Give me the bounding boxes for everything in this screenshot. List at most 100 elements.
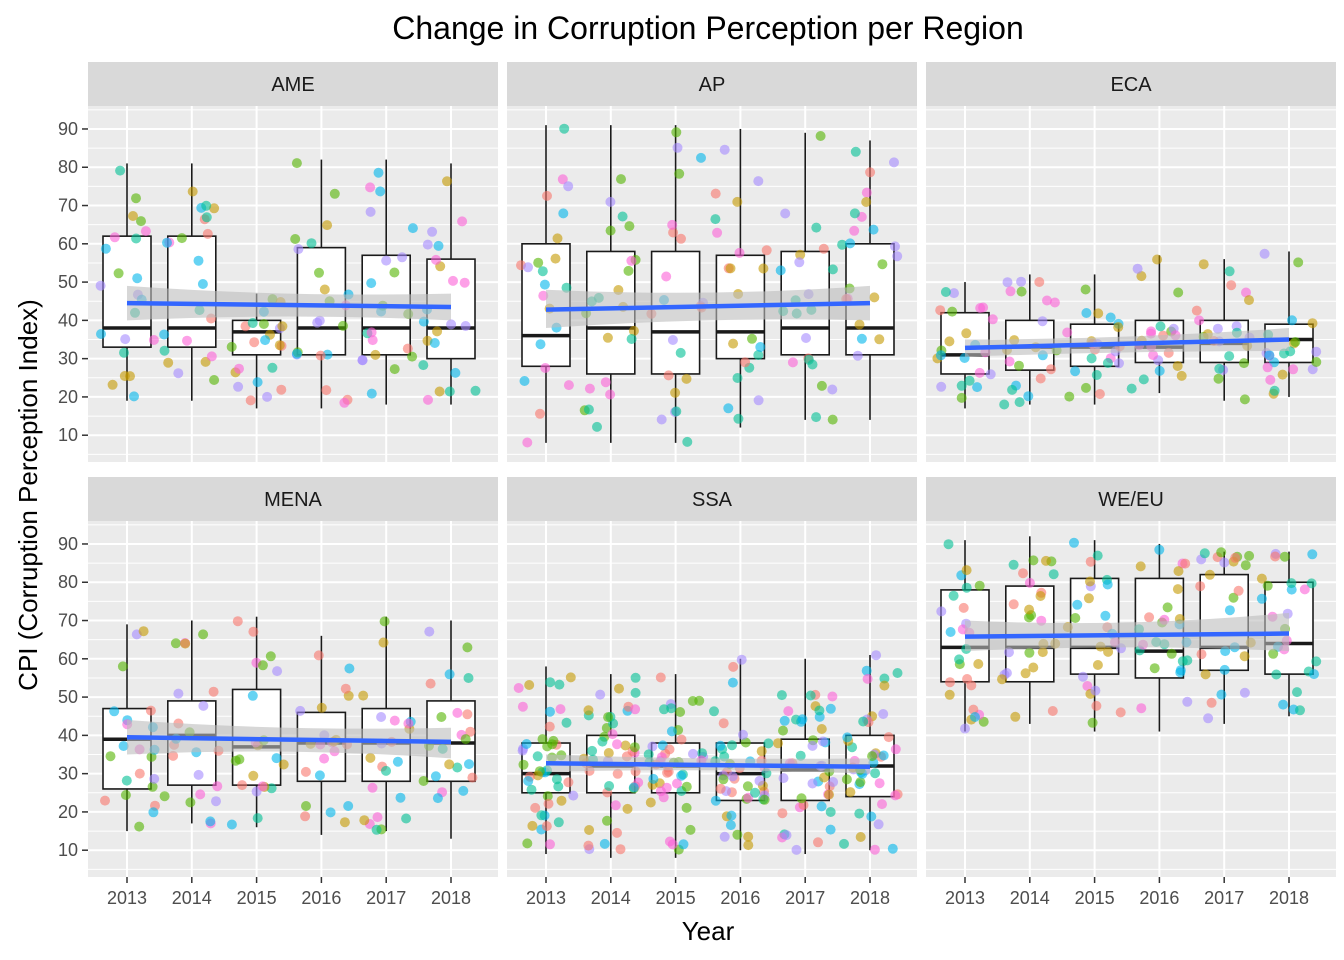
data-point	[1086, 353, 1097, 364]
data-point	[470, 385, 481, 396]
data-point	[602, 815, 612, 826]
x-tick-label: 2014	[172, 888, 212, 908]
data-point	[401, 813, 412, 824]
data-point	[1265, 374, 1276, 385]
data-point	[783, 706, 794, 717]
data-point	[715, 783, 726, 794]
data-point	[740, 357, 751, 368]
data-point	[430, 771, 441, 782]
data-point	[1239, 687, 1250, 698]
data-point	[655, 672, 666, 683]
data-point	[1105, 312, 1116, 323]
data-point	[1100, 610, 1111, 621]
data-point	[1216, 547, 1227, 558]
data-point	[868, 224, 879, 235]
data-point	[780, 208, 791, 219]
x-tick-label: 2017	[1204, 888, 1244, 908]
data-point	[1083, 593, 1094, 604]
data-point	[422, 239, 433, 250]
data-point	[970, 712, 980, 722]
data-point	[536, 810, 547, 821]
data-point	[95, 280, 106, 291]
data-point	[1270, 551, 1281, 562]
data-point	[816, 801, 827, 812]
data-point	[825, 703, 836, 714]
data-point	[1241, 287, 1251, 298]
data-point	[1198, 259, 1209, 270]
data-point	[460, 321, 471, 331]
data-point	[338, 320, 348, 331]
data-point	[1311, 357, 1322, 367]
data-point	[778, 725, 788, 736]
data-point	[1206, 697, 1217, 708]
data-point	[260, 335, 271, 346]
data-point	[670, 387, 681, 398]
data-point	[667, 839, 678, 850]
data-point	[936, 381, 947, 392]
data-point	[1024, 604, 1035, 615]
data-point	[1306, 578, 1317, 589]
data-point	[816, 724, 827, 734]
data-point	[755, 342, 766, 352]
data-point	[365, 752, 376, 763]
data-point	[120, 790, 131, 800]
data-point	[1004, 647, 1014, 658]
data-point	[1018, 568, 1028, 579]
data-point	[145, 705, 156, 716]
data-point	[718, 774, 729, 785]
chart-title: Change in Corruption Perception per Regi…	[392, 10, 1024, 46]
data-point	[645, 797, 656, 808]
data-point	[159, 329, 170, 340]
data-point	[960, 723, 970, 734]
data-point	[1037, 647, 1048, 658]
data-point	[966, 680, 977, 691]
data-point	[521, 739, 532, 749]
data-point	[944, 336, 955, 347]
data-point	[433, 240, 444, 251]
data-point	[1064, 391, 1075, 402]
data-point	[195, 789, 206, 800]
data-point	[120, 334, 131, 345]
data-point	[1091, 700, 1102, 711]
data-point	[523, 776, 534, 786]
facet-strip	[88, 62, 498, 106]
data-point	[1004, 356, 1015, 367]
data-point	[617, 211, 628, 222]
data-point	[375, 186, 386, 197]
data-point	[1092, 660, 1103, 670]
data-point	[1200, 669, 1211, 680]
data-point	[206, 351, 217, 362]
trend-line	[545, 300, 871, 312]
data-point	[1244, 295, 1254, 306]
data-point	[761, 245, 772, 256]
y-tick-label: 50	[58, 272, 78, 292]
data-point	[1154, 365, 1165, 376]
data-point	[1070, 366, 1081, 377]
data-point	[674, 168, 685, 179]
data-point	[643, 749, 654, 760]
data-point	[1196, 649, 1207, 660]
y-tick-label: 70	[58, 611, 78, 631]
data-point	[874, 778, 885, 789]
data-point	[1102, 579, 1113, 590]
data-point	[815, 131, 826, 141]
data-point	[1014, 397, 1025, 408]
data-point	[530, 802, 541, 813]
data-point	[1091, 370, 1102, 380]
x-tick-label: 2018	[850, 888, 890, 908]
data-point	[879, 680, 890, 691]
data-point	[519, 376, 530, 386]
data-point	[1070, 613, 1081, 623]
data-point	[339, 817, 350, 828]
data-point	[376, 712, 387, 722]
data-point	[603, 748, 614, 758]
data-point	[245, 395, 256, 406]
data-point	[173, 688, 184, 699]
data-point	[1062, 327, 1073, 338]
data-point	[796, 793, 807, 804]
data-point	[1078, 671, 1088, 682]
data-point	[750, 787, 760, 798]
data-point	[339, 397, 350, 408]
data-point	[1224, 351, 1235, 362]
data-point	[563, 777, 574, 788]
